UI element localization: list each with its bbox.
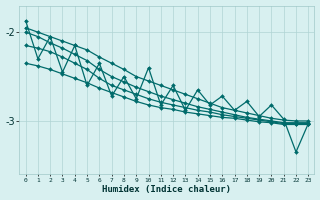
X-axis label: Humidex (Indice chaleur): Humidex (Indice chaleur): [102, 185, 231, 194]
